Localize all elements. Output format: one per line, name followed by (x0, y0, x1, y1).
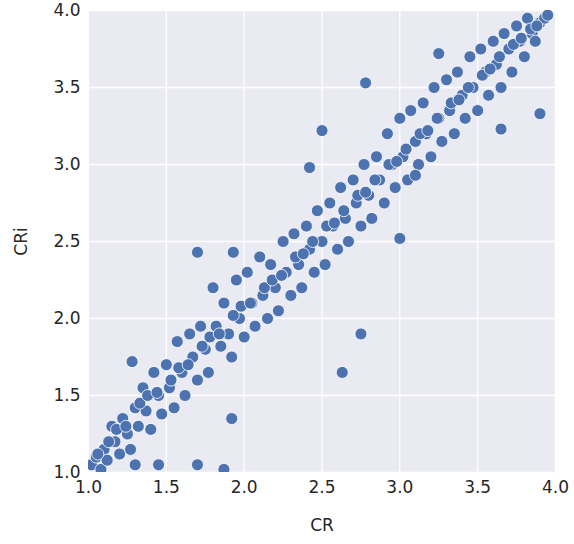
svg-text:1.5: 1.5 (153, 477, 180, 497)
svg-text:3.0: 3.0 (386, 477, 413, 497)
svg-text:1.0: 1.0 (53, 462, 80, 482)
svg-text:CRi: CRi (11, 227, 31, 255)
svg-text:3.5: 3.5 (53, 77, 80, 97)
svg-text:2.0: 2.0 (231, 477, 258, 497)
svg-text:2.5: 2.5 (308, 477, 335, 497)
svg-text:3.5: 3.5 (464, 477, 491, 497)
svg-text:1.5: 1.5 (53, 385, 80, 405)
svg-text:2.5: 2.5 (53, 231, 80, 251)
svg-text:4.0: 4.0 (53, 0, 80, 20)
svg-text:CR: CR (310, 515, 334, 535)
svg-text:1.0: 1.0 (75, 476, 102, 497)
svg-text:3.0: 3.0 (53, 154, 80, 174)
svg-text:2.0: 2.0 (53, 308, 80, 328)
svg-text:4.0: 4.0 (542, 477, 569, 497)
